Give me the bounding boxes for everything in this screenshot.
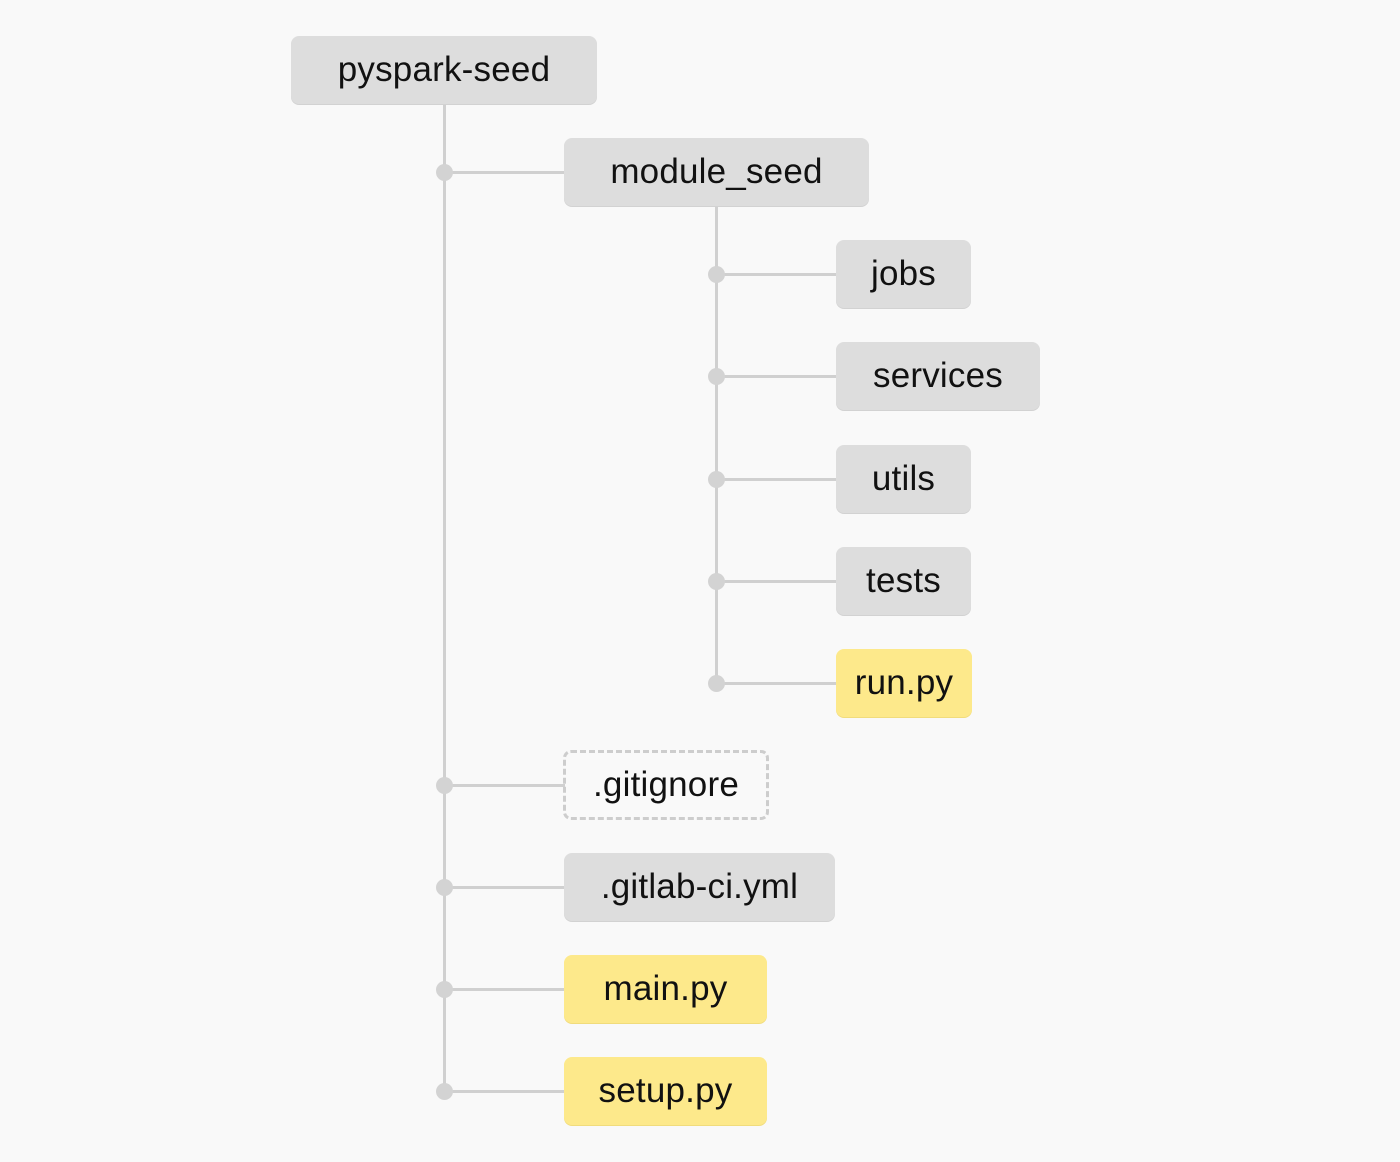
run-py-file-node: run.py [836, 649, 972, 717]
junction-dot [436, 164, 453, 181]
utils-folder-node: utils [836, 445, 971, 513]
junction-dot [436, 879, 453, 896]
module-trunk-line [715, 206, 718, 683]
connector-utils [717, 478, 837, 481]
connector-run-py [717, 682, 837, 685]
junction-dot [708, 675, 725, 692]
tests-folder-node: tests [836, 547, 971, 615]
junction-dot [436, 1083, 453, 1100]
connector-setup-py [445, 1090, 565, 1093]
junction-dot [708, 266, 725, 283]
junction-dot [708, 573, 725, 590]
connector-jobs [717, 273, 837, 276]
connector-gitignore [445, 784, 565, 787]
root-folder-node: pyspark-seed [291, 36, 597, 104]
setup-py-file-node: setup.py [564, 1057, 767, 1125]
module-folder-node: module_seed [564, 138, 869, 206]
jobs-folder-node: jobs [836, 240, 971, 308]
connector-gitlab-ci [445, 886, 565, 889]
junction-dot [436, 981, 453, 998]
root-trunk-line [443, 103, 446, 1092]
services-folder-node: services [836, 342, 1040, 410]
gitignore-file-node: .gitignore [563, 750, 769, 820]
connector-module-seed [445, 171, 565, 174]
connector-services [717, 375, 837, 378]
junction-dot [708, 471, 725, 488]
connector-main-py [445, 988, 565, 991]
junction-dot [708, 368, 725, 385]
junction-dot [436, 777, 453, 794]
gitlab-ci-file-node: .gitlab-ci.yml [564, 853, 835, 921]
connector-tests [717, 580, 837, 583]
main-py-file-node: main.py [564, 955, 767, 1023]
